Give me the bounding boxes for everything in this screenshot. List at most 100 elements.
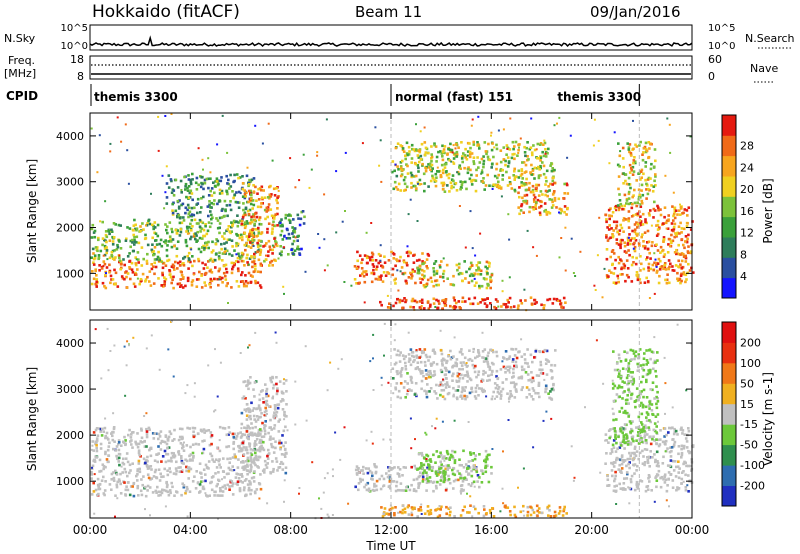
power-cell <box>449 304 452 308</box>
velocity-cell <box>147 466 151 470</box>
velocity-cell <box>443 478 446 482</box>
velocity-cell <box>111 438 115 442</box>
power-cell <box>537 174 541 177</box>
velocity-cell <box>486 457 489 461</box>
velocity-cell <box>427 375 431 379</box>
velocity-cell <box>243 433 246 437</box>
power-cell <box>621 157 625 160</box>
velocity-cell <box>433 352 437 355</box>
power-cell <box>202 195 205 199</box>
velocity-cell <box>649 357 652 361</box>
power-cell <box>225 241 228 244</box>
velocity-cell <box>231 484 234 488</box>
power-cell <box>485 152 488 156</box>
power-scatter <box>344 151 347 154</box>
velocity-cell <box>137 494 140 497</box>
power-cell <box>131 271 135 274</box>
velocity-cell <box>256 418 260 421</box>
power-cell <box>657 257 661 261</box>
power-cell <box>455 153 459 156</box>
velocity-cell <box>280 453 284 456</box>
velocity-cell <box>548 396 551 400</box>
velocity-cell <box>512 367 515 371</box>
power-cell <box>406 153 409 157</box>
power-cell <box>418 300 422 303</box>
velocity-cell <box>468 357 472 361</box>
power-scatter <box>188 232 191 235</box>
power-scatter <box>335 231 338 234</box>
velocity-cell <box>153 459 157 462</box>
velocity-cell <box>417 486 420 489</box>
power-cell <box>506 298 509 302</box>
velocity-cell <box>621 367 625 370</box>
power-cell <box>610 227 613 230</box>
velocity-cell <box>444 470 447 474</box>
velocity-cell <box>441 456 445 460</box>
power-cell <box>686 222 689 225</box>
velocity-cell <box>236 480 240 483</box>
velocity-cell <box>671 486 675 489</box>
velocity-cell <box>443 366 447 370</box>
power-cell <box>528 186 531 190</box>
power-cell <box>631 173 635 176</box>
velocity-cell <box>637 425 641 429</box>
power-cell <box>411 147 414 151</box>
power-cell <box>435 155 439 159</box>
power-cell <box>126 255 130 258</box>
velocity-cell <box>354 468 358 472</box>
power-cell <box>677 265 680 268</box>
velocity-cell <box>396 488 400 492</box>
power-cell <box>676 277 679 281</box>
power-cell <box>537 176 541 180</box>
power-cell <box>489 302 492 305</box>
power-cell <box>412 148 416 151</box>
velocity-cell <box>675 465 678 469</box>
velocity-cell <box>266 462 269 465</box>
power-cell <box>508 181 512 184</box>
power-cell <box>457 172 461 176</box>
power-scatter <box>509 117 512 120</box>
power-cell <box>470 180 473 183</box>
velocity-cell <box>117 439 121 442</box>
power-cell <box>654 173 657 176</box>
velocity-cell <box>136 445 140 449</box>
velocity-cell <box>121 471 124 474</box>
velocity-cell <box>202 428 206 431</box>
power-cell <box>236 201 239 204</box>
power-cell <box>664 268 668 271</box>
velocity-cell <box>612 446 616 449</box>
velocity-cell <box>459 361 463 364</box>
power-cell <box>253 252 256 256</box>
velocity-cell <box>140 436 144 440</box>
power-cell <box>150 263 153 266</box>
velocity-cell <box>98 458 102 462</box>
velocity-cell <box>446 457 449 460</box>
power-cell <box>546 194 549 198</box>
velocity-cell <box>613 429 617 433</box>
velocity-cell <box>95 449 99 453</box>
velocity-cell <box>146 473 150 476</box>
power-cell <box>490 273 494 277</box>
power-cell <box>635 271 639 274</box>
power-cell <box>651 241 654 244</box>
velocity-cell <box>485 455 489 459</box>
power-cell <box>546 298 549 302</box>
power-cell <box>511 140 515 144</box>
power-cell <box>137 258 140 261</box>
velocity-cell <box>531 360 534 364</box>
power-cell <box>626 267 630 270</box>
velocity-cell <box>165 481 168 485</box>
power-cell <box>653 261 656 265</box>
velocity-cell <box>165 452 168 456</box>
power-cell <box>654 159 657 163</box>
velocity-cell <box>458 472 461 475</box>
power-cell <box>188 210 192 214</box>
velocity-cell <box>514 360 518 364</box>
power-cell <box>244 207 248 211</box>
velocity-cell <box>229 457 232 460</box>
power-cell <box>254 228 258 231</box>
power-cell <box>616 163 620 167</box>
power-scatter <box>292 228 295 231</box>
power-cell <box>191 178 194 181</box>
power-cell <box>563 182 566 186</box>
